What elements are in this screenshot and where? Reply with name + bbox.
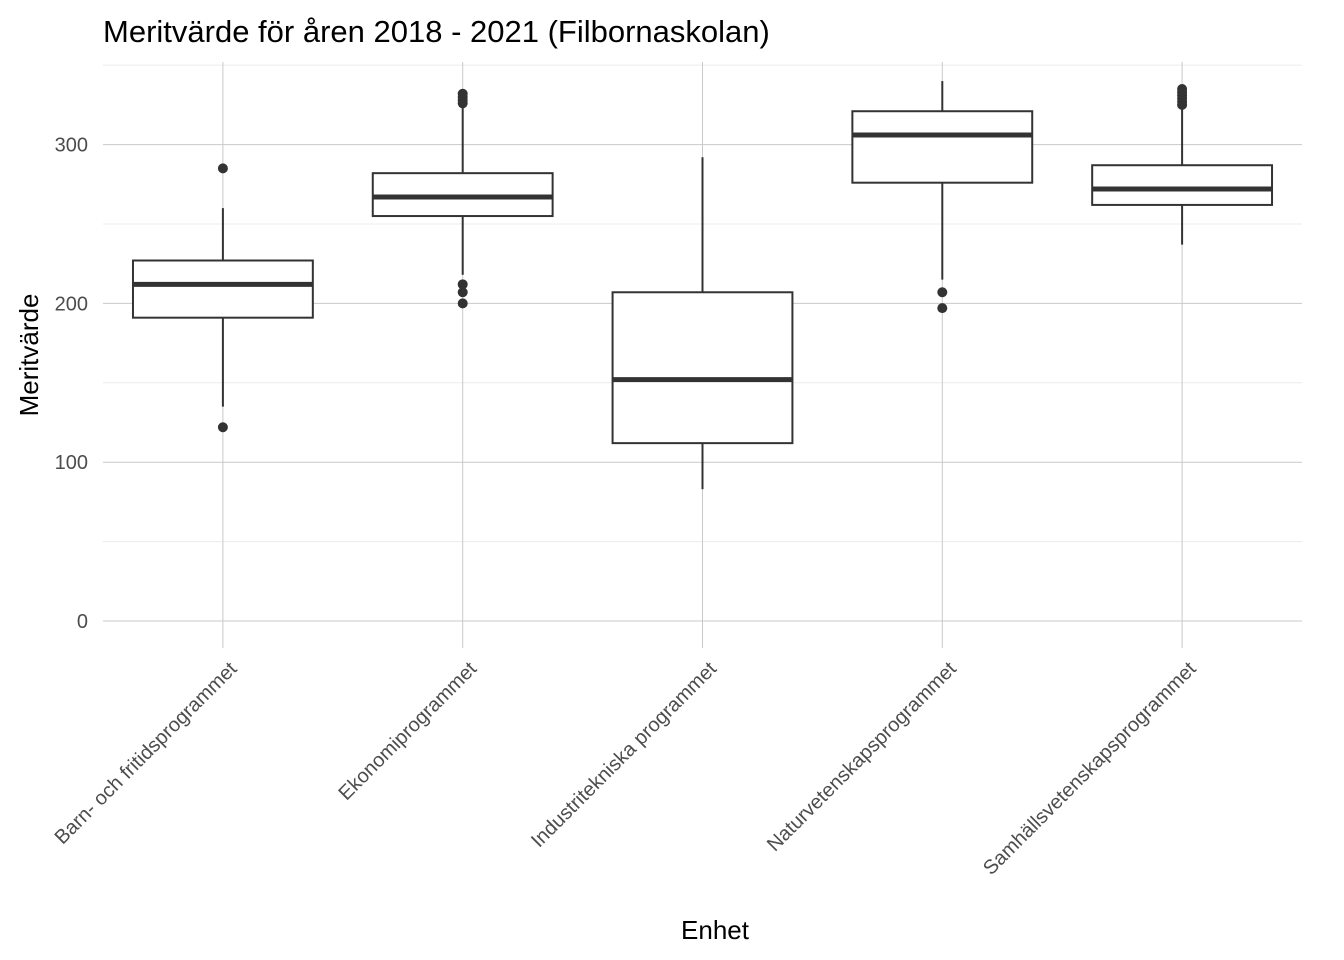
y-tick-label: 0 [77, 611, 88, 633]
x-tick-label: Naturvetenskapsprogrammet [763, 658, 961, 856]
outlier-point [1177, 99, 1188, 110]
x-tick-label: Barn- och fritidsprogrammet [51, 658, 242, 849]
outlier-point [937, 303, 948, 314]
y-tick-label: 200 [55, 293, 88, 315]
x-tick-label: Industritekniska programmet [527, 658, 721, 852]
x-axis-ticks: Barn- och fritidsprogrammet Ekonomiprogra… [51, 658, 1201, 880]
y-tick-label: 300 [55, 135, 88, 157]
box-group [371, 88, 554, 309]
boxes-layer [131, 81, 1274, 490]
y-axis-title: Meritvärde [14, 294, 44, 417]
x-tick-label: Ekonomiprogrammet [334, 658, 481, 805]
outlier-point [937, 287, 948, 298]
box-group [131, 163, 314, 433]
y-axis-ticks: 0 100 200 300 [55, 135, 88, 633]
box-iqr [851, 110, 1034, 184]
x-tick-label: Samhällsvetenskapsprogrammet [979, 658, 1201, 880]
y-tick-label: 100 [55, 452, 88, 474]
box-iqr [1091, 164, 1274, 206]
box-group [1091, 83, 1274, 245]
x-axis-title: Enhet [681, 915, 750, 945]
chart-title: Meritvärde för åren 2018 - 2021 (Filborn… [103, 14, 770, 49]
box-iqr [611, 291, 794, 445]
box-group [851, 81, 1034, 314]
box-group [611, 157, 794, 490]
outlier-point [457, 279, 468, 290]
outlier-point [217, 163, 228, 174]
outlier-point [457, 98, 468, 109]
outlier-point [217, 422, 228, 433]
box-iqr [131, 259, 314, 319]
outlier-point [457, 298, 468, 309]
outlier-point [457, 287, 468, 298]
